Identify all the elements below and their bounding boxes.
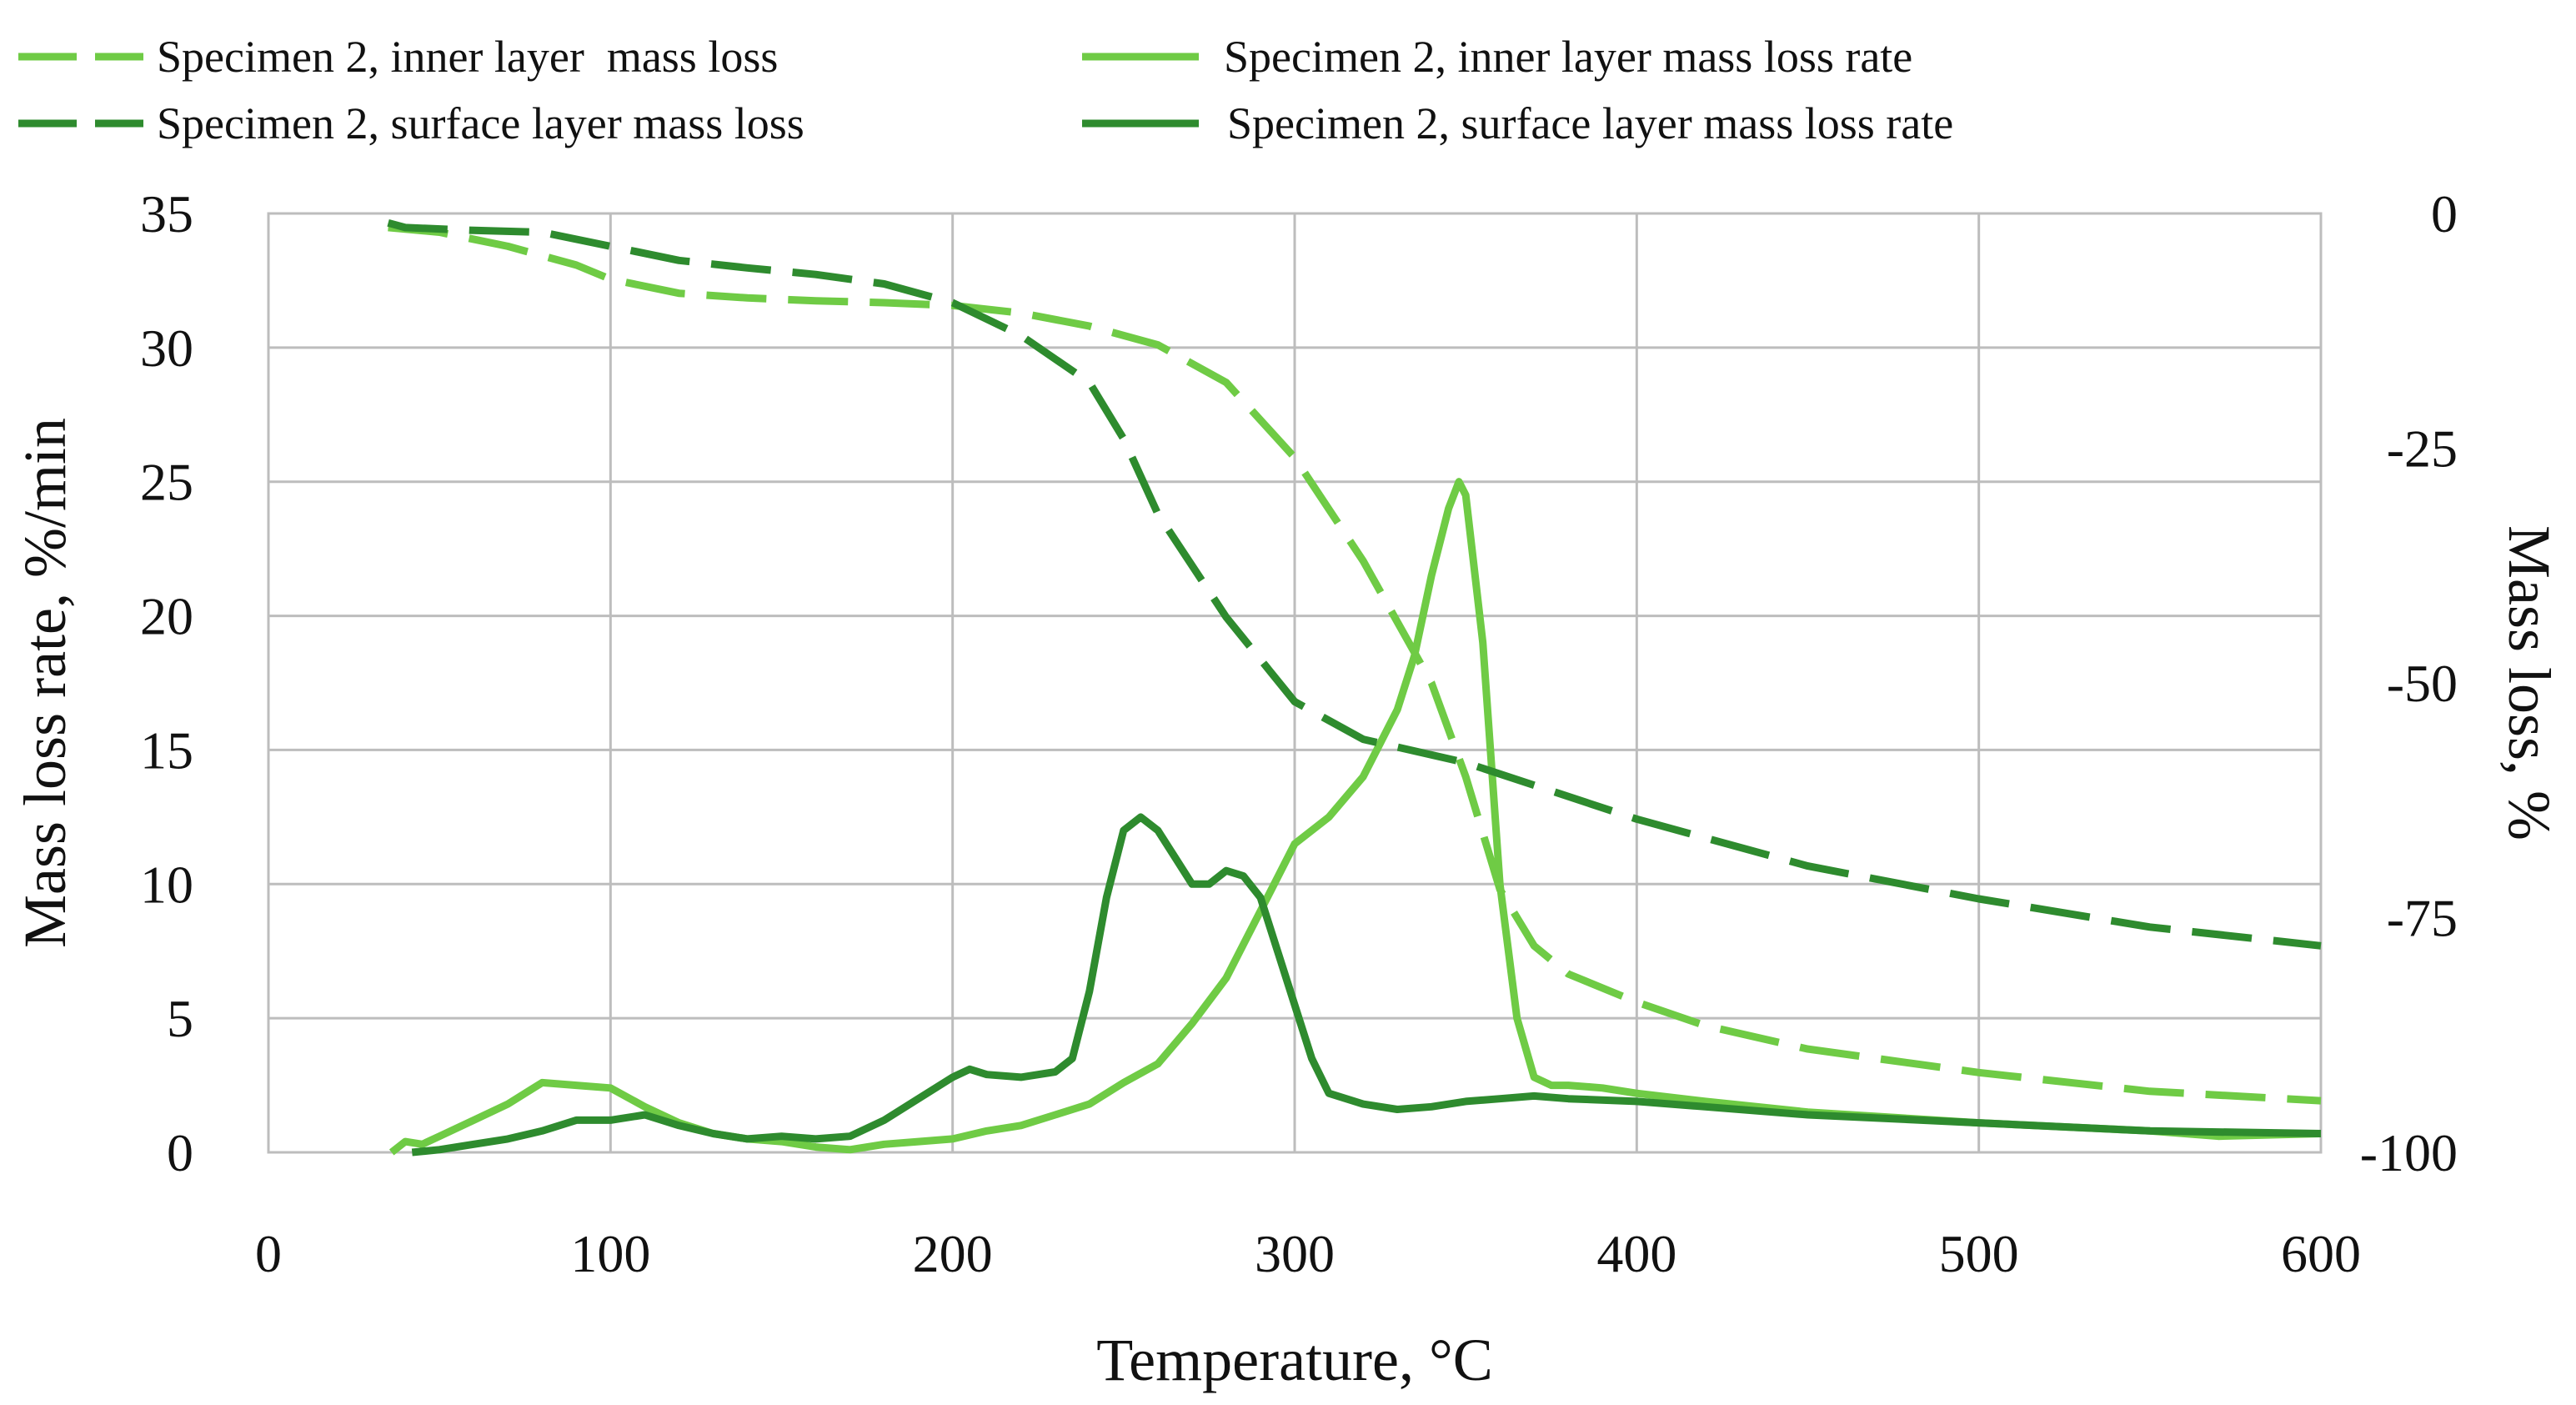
y-left-tick-label-30: 30 xyxy=(140,319,193,378)
y-right-axis-title: Mass loss, % xyxy=(2496,525,2563,840)
legend-label-surface-mass-loss: Specimen 2, surface layer mass loss xyxy=(157,98,804,148)
series-surface-mass-loss-rate xyxy=(411,813,2322,1157)
y-left-tick-label-15: 15 xyxy=(140,720,193,780)
x-axis-title: Temperature, °C xyxy=(1096,1327,1493,1393)
y-left-tick-label-25: 25 xyxy=(140,453,193,512)
plot-area-frame xyxy=(267,212,2323,1154)
legend-label-inner-mass-loss-rate: Specimen 2, inner layer mass loss rate xyxy=(1224,32,1912,82)
y-right-tick-label-neg50: -50 xyxy=(2387,654,2458,713)
y-left-tick-label-20: 20 xyxy=(140,587,193,646)
x-tick-label-200: 200 xyxy=(913,1224,993,1283)
legend: Specimen 2, inner layer mass loss Specim… xyxy=(18,32,1953,148)
x-tick-label-500: 500 xyxy=(1939,1224,2019,1283)
x-tick-labels: 0 100 200 300 400 500 600 xyxy=(255,1224,2361,1283)
gridlines xyxy=(268,213,2321,1152)
y-left-tick-label-5: 5 xyxy=(167,989,193,1048)
y-right-tick-label-neg100: -100 xyxy=(2360,1123,2458,1182)
series-inner-mass-loss-rate xyxy=(388,478,2322,1156)
legend-label-surface-mass-loss-rate: Specimen 2, surface layer mass loss rate xyxy=(1227,98,1953,148)
legend-label-inner-mass-loss: Specimen 2, inner layer mass loss xyxy=(157,32,778,82)
y-left-tick-label-0: 0 xyxy=(167,1123,193,1182)
series-lines xyxy=(387,218,2322,1157)
y-left-tick-labels: 0 5 10 15 20 25 30 35 xyxy=(140,184,193,1182)
x-tick-label-600: 600 xyxy=(2281,1224,2361,1283)
y-right-tick-label-neg75: -75 xyxy=(2387,889,2458,948)
series-surface-mass-loss xyxy=(387,218,2322,950)
x-tick-label-100: 100 xyxy=(570,1224,650,1283)
y-left-tick-label-10: 10 xyxy=(140,855,193,914)
y-right-tick-label-0: 0 xyxy=(2431,184,2458,243)
x-tick-label-300: 300 xyxy=(1255,1224,1335,1283)
y-left-axis-title: Mass loss rate, %/min xyxy=(12,418,78,948)
x-tick-label-400: 400 xyxy=(1596,1224,1676,1283)
x-tick-label-0: 0 xyxy=(255,1224,282,1283)
y-left-tick-label-35: 35 xyxy=(140,184,193,243)
y-right-tick-labels: 0 -25 -50 -75 -100 xyxy=(2360,184,2458,1182)
y-right-tick-label-neg25: -25 xyxy=(2387,419,2458,479)
series-inner-mass-loss xyxy=(388,223,2322,1105)
